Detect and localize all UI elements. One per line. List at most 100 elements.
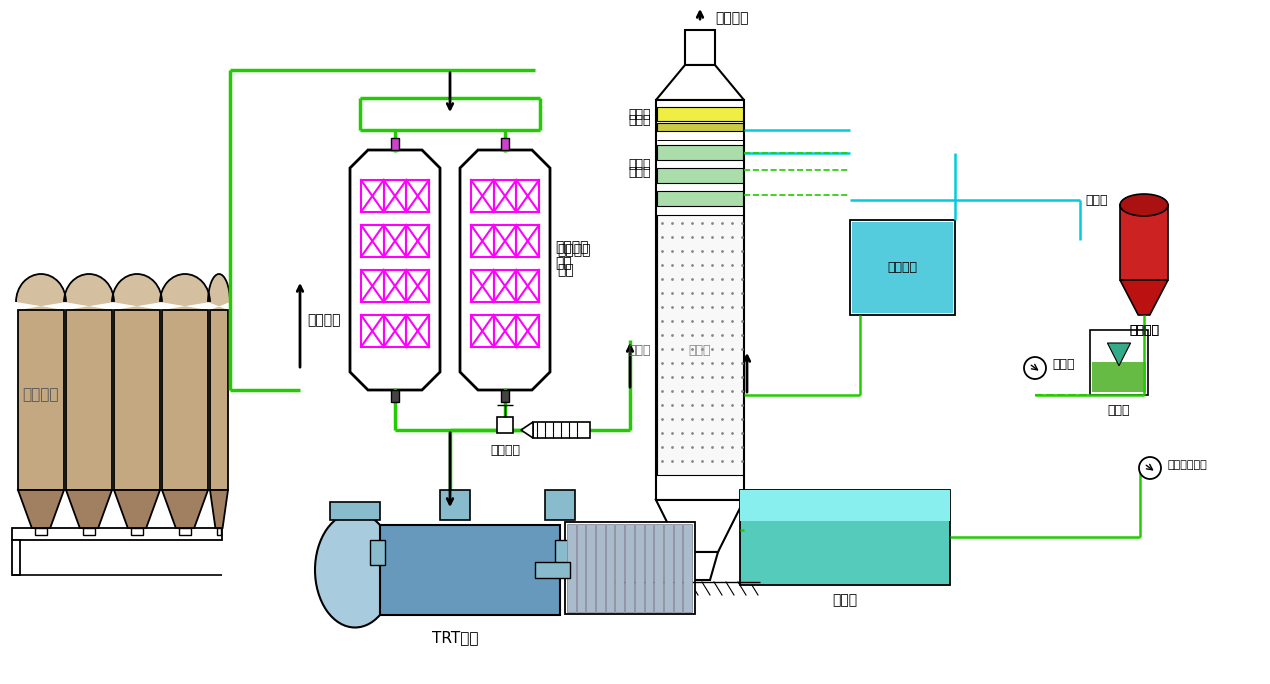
Bar: [1090, 330, 1148, 395]
Bar: [361, 225, 384, 257]
Text: 噴水层: 噴水层: [629, 166, 652, 179]
Text: 高炉煤气: 高炉煤气: [307, 313, 340, 327]
Polygon shape: [460, 150, 550, 390]
Bar: [361, 270, 384, 302]
Bar: [657, 100, 744, 500]
Polygon shape: [18, 490, 64, 528]
Bar: [217, 528, 221, 535]
Polygon shape: [66, 490, 112, 528]
Polygon shape: [660, 552, 718, 580]
Bar: [657, 215, 743, 475]
Bar: [494, 180, 517, 212]
Bar: [380, 525, 560, 615]
Polygon shape: [1120, 280, 1168, 315]
Ellipse shape: [315, 512, 395, 627]
Bar: [517, 180, 538, 212]
Bar: [555, 540, 570, 565]
Polygon shape: [163, 490, 208, 528]
Bar: [683, 524, 692, 612]
Polygon shape: [114, 490, 160, 528]
Bar: [740, 490, 950, 585]
Bar: [36, 528, 47, 535]
Bar: [384, 315, 406, 347]
Bar: [657, 123, 743, 131]
Bar: [740, 490, 950, 521]
Text: 吸收塔循环泵: 吸收塔循环泵: [1167, 460, 1206, 470]
Polygon shape: [1107, 343, 1130, 366]
Polygon shape: [657, 500, 744, 552]
Bar: [163, 310, 208, 490]
Bar: [11, 540, 20, 575]
Bar: [66, 310, 112, 490]
Text: TRT系统: TRT系统: [432, 631, 479, 646]
Bar: [406, 270, 429, 302]
Bar: [852, 222, 952, 313]
Bar: [179, 528, 190, 535]
Bar: [645, 524, 653, 612]
Bar: [673, 524, 682, 612]
Polygon shape: [208, 274, 230, 310]
Bar: [577, 524, 585, 612]
Text: 原料幐罐: 原料幐罐: [1129, 324, 1160, 337]
Polygon shape: [210, 490, 229, 528]
Bar: [384, 225, 406, 257]
Bar: [545, 490, 575, 520]
Bar: [471, 225, 494, 257]
Text: 减压阀组: 减压阀组: [490, 443, 519, 456]
Bar: [84, 528, 95, 535]
Polygon shape: [17, 274, 66, 310]
Bar: [654, 524, 663, 612]
Bar: [596, 524, 605, 612]
Bar: [370, 540, 385, 565]
Bar: [533, 422, 591, 438]
Bar: [330, 502, 380, 520]
Text: 除雾器: 除雾器: [629, 114, 652, 127]
Polygon shape: [112, 274, 163, 310]
Bar: [500, 138, 509, 150]
Bar: [406, 225, 429, 257]
Circle shape: [1024, 357, 1046, 379]
Text: 吸收塔: 吸收塔: [688, 343, 711, 356]
Bar: [1092, 362, 1146, 392]
Text: 原料幐罐: 原料幐罐: [1129, 324, 1160, 337]
Bar: [18, 310, 64, 490]
Text: 卐化水解
系统: 卐化水解 系统: [558, 244, 591, 277]
Bar: [535, 562, 570, 578]
Polygon shape: [521, 422, 533, 438]
Text: 循环水: 循环水: [832, 593, 857, 607]
Bar: [406, 180, 429, 212]
Text: 制浆罐: 制浆罐: [1107, 404, 1130, 417]
Bar: [587, 524, 596, 612]
Text: 卐化水解
系统: 卐化水解 系统: [555, 240, 588, 270]
Bar: [517, 315, 538, 347]
Bar: [565, 522, 695, 614]
Bar: [657, 145, 743, 160]
Bar: [1120, 205, 1168, 280]
Text: 噴水层: 噴水层: [629, 159, 652, 172]
Polygon shape: [64, 274, 114, 310]
Bar: [131, 528, 142, 535]
Bar: [11, 528, 222, 540]
Bar: [361, 180, 384, 212]
Bar: [210, 310, 229, 490]
Bar: [391, 138, 399, 150]
Bar: [471, 315, 494, 347]
Polygon shape: [160, 274, 210, 310]
Bar: [625, 524, 634, 612]
Bar: [494, 270, 517, 302]
Text: 工艺水筱: 工艺水筱: [888, 261, 917, 274]
Bar: [494, 315, 517, 347]
Bar: [471, 270, 494, 302]
Bar: [657, 168, 743, 183]
Bar: [384, 180, 406, 212]
Circle shape: [1139, 457, 1161, 479]
Text: 布袋除尘: 布袋除尘: [22, 388, 58, 402]
Bar: [494, 225, 517, 257]
Bar: [517, 225, 538, 257]
Bar: [517, 270, 538, 302]
Bar: [384, 270, 406, 302]
Bar: [635, 524, 644, 612]
Polygon shape: [657, 65, 744, 100]
Bar: [471, 180, 494, 212]
Text: 原料泵: 原料泵: [1052, 358, 1074, 371]
